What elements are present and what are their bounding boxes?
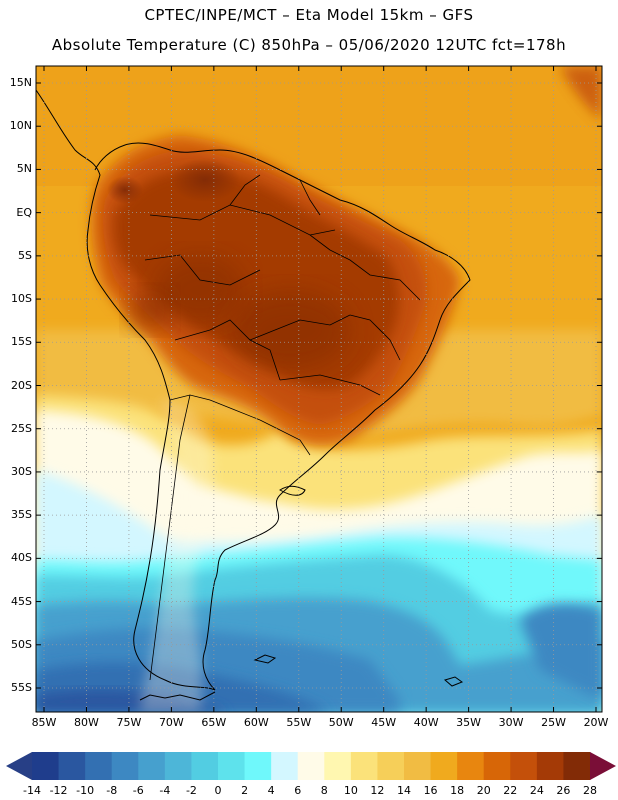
colorbar-label: 20 bbox=[476, 784, 491, 797]
colorbar-label: 24 bbox=[529, 784, 544, 797]
lat-label: 45S bbox=[11, 594, 32, 608]
colorbar-swatch bbox=[244, 752, 272, 780]
colorbar-label: 26 bbox=[556, 784, 571, 797]
lon-label: 20W bbox=[583, 716, 609, 729]
colorbar-label: 8 bbox=[320, 784, 328, 797]
colorbar-label: -4 bbox=[159, 784, 171, 797]
colorbar-underflow-arrow bbox=[6, 752, 32, 780]
lat-label: 10S bbox=[11, 292, 32, 306]
lat-label: 5N bbox=[16, 162, 32, 176]
colorbar bbox=[6, 752, 616, 780]
colorbar-swatch bbox=[377, 752, 405, 780]
lon-label: 50W bbox=[328, 716, 354, 729]
lat-label: 20S bbox=[11, 378, 32, 392]
country-borders bbox=[144, 174, 421, 681]
temperature-field bbox=[36, 66, 602, 712]
colorbar-swatch bbox=[536, 752, 564, 780]
colorbar-swatch bbox=[164, 752, 192, 780]
lat-label: 5S bbox=[18, 248, 32, 262]
lat-label: 25S bbox=[11, 421, 32, 435]
colorbar-swatch bbox=[191, 752, 219, 780]
lon-label: 45W bbox=[371, 716, 397, 729]
colorbar-swatch bbox=[271, 752, 299, 780]
lon-label: 70W bbox=[158, 716, 184, 729]
colorbar-label: 12 bbox=[370, 784, 385, 797]
lon-label: 75W bbox=[116, 716, 142, 729]
axis-ticks bbox=[36, 66, 602, 712]
colorbar-label: 6 bbox=[294, 784, 302, 797]
colorbar-label: -2 bbox=[185, 784, 197, 797]
lon-label: 35W bbox=[456, 716, 482, 729]
colorbar-label: -12 bbox=[49, 784, 68, 797]
colorbar-swatch bbox=[58, 752, 86, 780]
lon-label: 60W bbox=[243, 716, 269, 729]
colorbar-label: 2 bbox=[241, 784, 249, 797]
colorbar-swatch bbox=[32, 752, 60, 780]
colorbar-label: 28 bbox=[583, 784, 597, 797]
lon-label: 55W bbox=[286, 716, 312, 729]
colorbar-label: 22 bbox=[503, 784, 518, 797]
colorbar-label: 14 bbox=[397, 784, 411, 797]
lat-label: 50S bbox=[11, 637, 32, 651]
colorbar-swatch bbox=[218, 752, 246, 780]
colorbar-label: -8 bbox=[106, 784, 118, 797]
lon-label: 40W bbox=[413, 716, 439, 729]
colorbar-label: 18 bbox=[450, 784, 465, 797]
colorbar-label: -6 bbox=[132, 784, 144, 797]
colorbar-swatch bbox=[483, 752, 511, 780]
lat-label: 10N bbox=[9, 119, 32, 133]
lon-label: 65W bbox=[201, 716, 227, 729]
colorbar-label: 16 bbox=[423, 784, 438, 797]
map-border bbox=[35, 65, 603, 713]
colorbar-swatch bbox=[510, 752, 538, 780]
colorbar-label: -14 bbox=[23, 784, 41, 797]
colorbar-overflow-arrow bbox=[590, 752, 616, 780]
colorbar-swatch bbox=[430, 752, 458, 780]
colorbar-swatch bbox=[324, 752, 352, 780]
lat-label: 35S bbox=[11, 508, 32, 522]
lon-label: 85W bbox=[31, 716, 57, 729]
colorbar-swatch bbox=[350, 752, 378, 780]
colorbar-label: 0 bbox=[214, 784, 222, 797]
lon-label: 30W bbox=[498, 716, 524, 729]
lat-label: 40S bbox=[11, 551, 32, 565]
colorbar-label: 4 bbox=[267, 784, 275, 797]
colorbar-swatch bbox=[404, 752, 432, 780]
lat-label: EQ bbox=[16, 205, 32, 219]
lon-label: 25W bbox=[541, 716, 566, 729]
lat-label: 15N bbox=[9, 76, 32, 89]
colorbar-label: 10 bbox=[343, 784, 358, 797]
colorbar-swatch bbox=[111, 752, 139, 780]
colorbar-swatch bbox=[85, 752, 113, 780]
lon-label: 80W bbox=[74, 716, 99, 729]
colorbar-swatch bbox=[138, 752, 166, 780]
lat-label: 15S bbox=[11, 335, 32, 349]
coastlines bbox=[36, 89, 471, 701]
map-subtitle: Absolute Temperature (C) 850hPa – 05/06/… bbox=[51, 36, 567, 54]
lat-label: 30S bbox=[11, 464, 32, 478]
lat-label: 55S bbox=[11, 681, 32, 694]
colorbar-swatch bbox=[563, 752, 591, 780]
colorbar-swatch bbox=[297, 752, 325, 780]
colorbar-swatch bbox=[457, 752, 485, 780]
map-title: CPTEC/INPE/MCT – Eta Model 15km – GFS bbox=[144, 6, 474, 24]
colorbar-label: -10 bbox=[76, 784, 95, 797]
